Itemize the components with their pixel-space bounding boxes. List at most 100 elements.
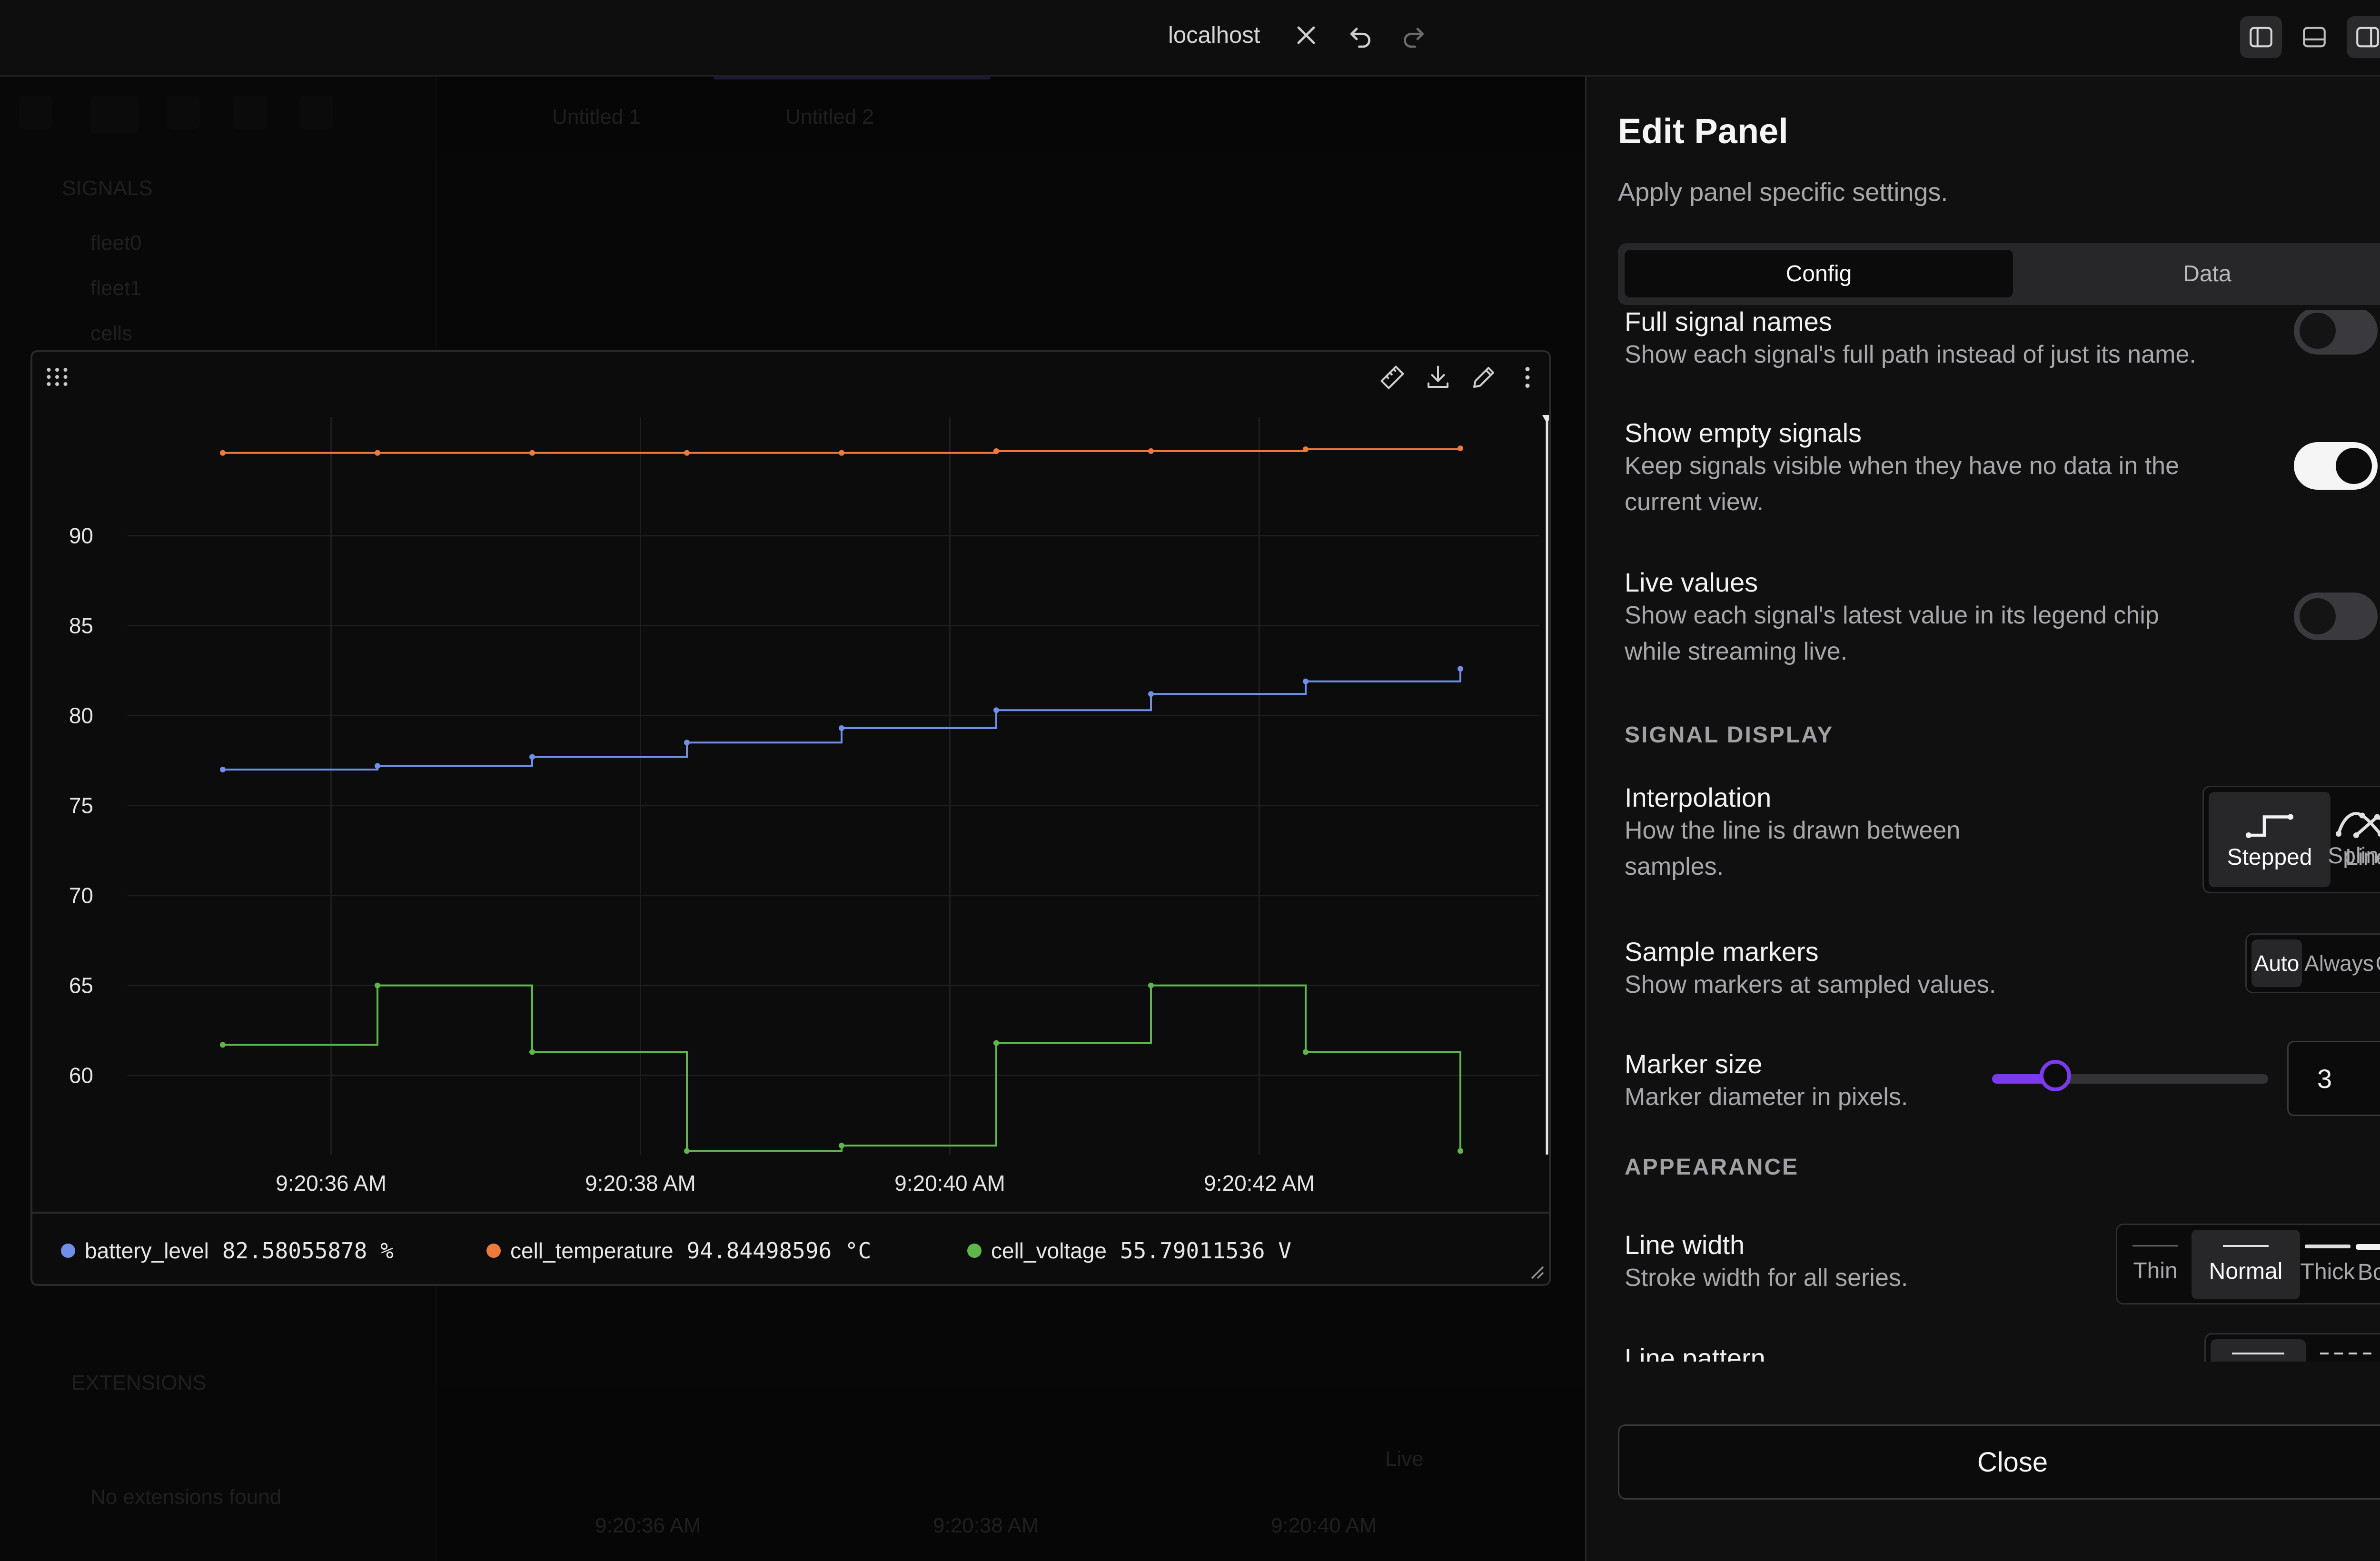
line-width-bold-button[interactable]: Bold [2354,1230,2380,1299]
toggle-knob [2300,313,2336,349]
sample-marker-cell_voltage [1303,1049,1309,1055]
sample-marker-battery_level [529,754,535,760]
slider-thumb[interactable] [2040,1060,2071,1091]
show-empty-signals-toggle[interactable] [2294,442,2378,490]
signals-tab-icon [90,96,138,134]
series-line-battery_level [223,669,1461,771]
interpolation-linear-button[interactable]: Linear [2334,792,2380,887]
live-values-title: Live values [1625,567,1758,597]
toggle-knob [2336,448,2372,484]
chart-legend: battery_level 82.58055878 % cell_tempera… [32,1212,1549,1286]
sidebar-item: cells [90,322,133,345]
slider-fill [1992,1074,2054,1084]
live-label: Live [1385,1447,1424,1471]
line-width-normal-button[interactable]: Normal [2192,1230,2300,1299]
more-options-icon[interactable] [1511,361,1544,394]
redo-icon[interactable] [1398,20,1429,50]
legend-name: battery_level [85,1238,209,1263]
line-pattern-dashed-button[interactable] [2320,1339,2372,1362]
normal-line-icon [2223,1245,2269,1247]
close-icon[interactable] [1291,20,1321,50]
full-signal-names-title: Full signal names [1625,310,1832,336]
y-tick-label: 80 [69,703,93,728]
toggle-left-sidebar-icon[interactable] [2240,16,2282,58]
line-pattern-solid-button[interactable] [2211,1339,2306,1362]
sample-marker-battery_level [1148,691,1154,697]
cursor-handle-icon [1542,415,1549,424]
sample-marker-cell_temperature [1148,448,1154,454]
sidebar-item: fleet1 [90,277,142,300]
linear-line-icon [2353,813,2380,838]
tab-untitled-1: Untitled 1 [552,105,641,128]
sample-marker-battery_level [1303,678,1309,684]
sample-marker-cell_voltage [993,1040,999,1046]
drag-handle-icon[interactable] [43,363,71,391]
x-tick-label: 9:20:40 AM [894,1171,1005,1195]
line-width-thick-button[interactable]: Thick [2301,1230,2355,1299]
sample-marker-cell_temperature [1458,445,1463,452]
tab-untitled-2: Untitled 2 [785,105,874,128]
title-bar: localhost [0,0,2380,77]
legend-name: cell_temperature [510,1238,674,1263]
line-pattern-title: Line pattern [1625,1343,1765,1362]
sample-markers-off-button[interactable]: Off [2373,939,2380,987]
chart-panel: 60 65 70 75 80 85 90 9:20:36 AM 9:20:38 AM 9:20:4… [30,350,1551,1286]
signals-section-label: SIGNALS [62,177,153,200]
live-values-toggle[interactable] [2294,593,2378,640]
line-width-desc: Stroke width for all series. [1625,1264,1908,1292]
show-empty-signals-title: Show empty signals [1625,418,1862,448]
interpolation-option-label: Stepped [2227,844,2312,870]
interpolation-stepped-button[interactable]: Stepped [2209,792,2330,887]
toggle-bottom-panel-icon[interactable] [2293,16,2335,58]
sidebar-item: fleet0 [90,231,142,255]
stepped-line-icon [2245,813,2294,838]
legend-value: 94.84498596 °C [686,1238,872,1264]
ruler-icon[interactable] [1376,361,1409,394]
marker-size-desc: Marker diameter in pixels. [1625,1083,1908,1111]
appearance-section-heading: APPEARANCE [1625,1155,1799,1180]
resize-handle-icon[interactable] [1526,1261,1545,1280]
legend-name: cell_voltage [991,1238,1107,1263]
pin-icon [167,96,200,129]
legend-value: 55.79011536 V [1120,1238,1291,1264]
chart-plot[interactable]: 60 65 70 75 80 85 90 9:20:36 AM 9:20:38 AM 9:20:4… [32,352,1549,1212]
series-line-cell_voltage [223,984,1461,1152]
sample-markers-title: Sample markers [1625,937,1819,967]
legend-item-cell-voltage[interactable]: cell_voltage 55.79011536 V [967,1236,1291,1265]
download-icon[interactable] [1421,361,1455,394]
sample-markers-always-button[interactable]: Always [2304,951,2374,976]
toggle-knob [2300,598,2336,634]
marker-size-input[interactable] [2287,1041,2380,1116]
legend-item-battery-level[interactable]: battery_level 82.58055878 % [61,1236,394,1265]
line-width-option-label: Normal [2209,1258,2283,1284]
tab-data[interactable]: Data [2183,261,2231,287]
interpolation-spline-button[interactable]: Spline [2312,790,2380,886]
sample-markers-selector: Auto Always Off [2245,933,2380,993]
legend-color-dot [61,1244,75,1258]
marker-size-slider[interactable] [1992,1060,2268,1091]
close-button[interactable]: Close [1618,1424,2380,1500]
interpolation-option-label: Linear [2345,844,2380,870]
dashed-line-icon [2320,1353,2372,1354]
sample-markers-auto-button[interactable]: Auto [2251,939,2302,987]
legend-item-cell-temperature[interactable]: cell_temperature 94.84498596 °C [486,1236,871,1265]
line-width-thin-button[interactable]: Thin [2122,1230,2189,1299]
thin-line-icon [2132,1245,2178,1246]
sample-marker-cell_voltage [1458,1148,1463,1154]
tab-config[interactable]: Config [1625,250,2013,297]
line-width-option-label: Bold [2357,1259,2380,1285]
full-signal-names-toggle[interactable] [2294,310,2378,355]
undo-icon[interactable] [1345,20,1376,50]
settings-scroll-area[interactable]: Full signal names Show each signal's ful… [1618,310,2380,1362]
show-empty-signals-desc: Keep signals visible when they have no d… [1625,452,2179,480]
search-icon [19,96,52,129]
thick-line-icon [2305,1244,2350,1248]
toggle-right-sidebar-icon[interactable] [2347,16,2380,58]
sample-marker-cell_temperature [1303,446,1309,453]
line-pattern-selector [2204,1333,2380,1362]
bolt-icon [300,96,333,129]
y-tick-label: 90 [69,524,93,548]
edit-pencil-icon[interactable] [1467,361,1500,394]
line-width-selector: Thin Normal Thick Bold [2116,1224,2380,1304]
y-tick-label: 85 [69,613,93,638]
